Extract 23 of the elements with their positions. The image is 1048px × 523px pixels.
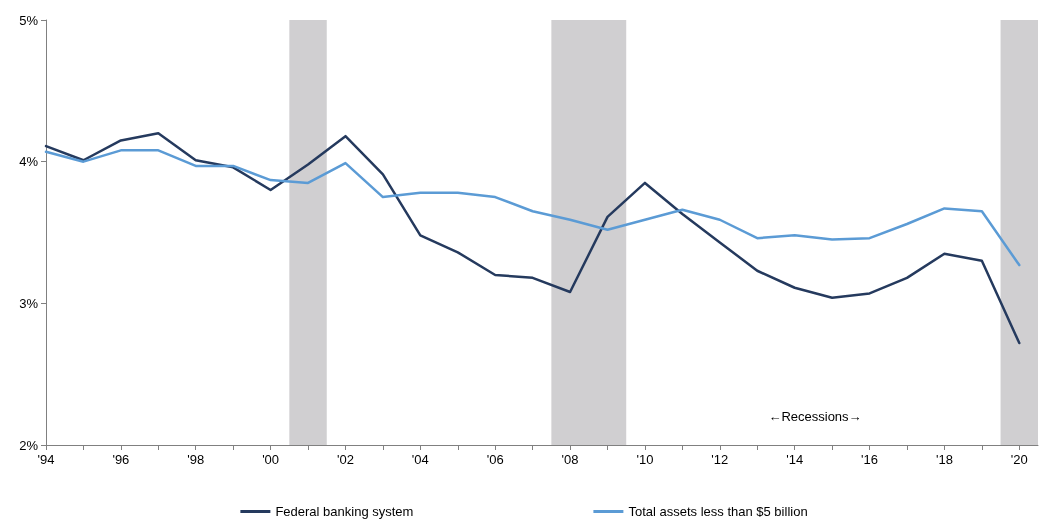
x-tick-label: '08	[561, 452, 579, 467]
x-tick-label: '00	[262, 452, 280, 467]
line-series	[44, 149, 1021, 267]
x-tick-label: '10	[636, 452, 654, 467]
x-tick-label: '02	[337, 452, 354, 467]
x-tick-label: '20	[1010, 452, 1028, 467]
annotation: ←Recessions→	[768, 408, 862, 424]
y-tick-label: 5%	[19, 12, 39, 28]
x-tick-label: '06	[486, 452, 504, 467]
x-tick-label: '98	[187, 452, 205, 467]
line-series	[44, 132, 1021, 345]
x-tick-label: '94	[37, 452, 55, 467]
y-tick-label: 3%	[19, 295, 39, 311]
x-tick-label: '96	[112, 452, 130, 467]
x-tick-label: '18	[935, 452, 953, 467]
x-tick-label: '16	[861, 452, 879, 467]
x-tick-label: '04	[411, 452, 429, 467]
legend-label: Total assets less than $5 billion	[628, 504, 808, 519]
x-tick-label: '14	[786, 452, 804, 467]
x-tick-label: '12	[711, 452, 729, 467]
legend-label: Federal banking system	[275, 504, 414, 519]
y-tick-label: 4%	[19, 154, 39, 170]
y-tick-label: 2%	[19, 437, 39, 453]
